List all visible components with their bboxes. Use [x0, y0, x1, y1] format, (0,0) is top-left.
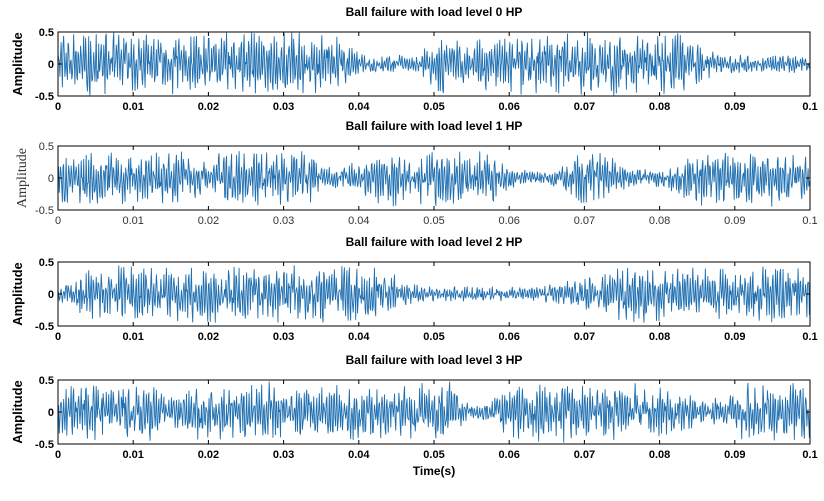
- x-tick-label: 0.07: [574, 449, 595, 461]
- x-tick-label: 0.08: [649, 449, 670, 461]
- x-tick-label: 0.06: [498, 331, 519, 343]
- x-tick-label: 0.1: [802, 101, 817, 113]
- x-tick-label: 0.02: [198, 101, 219, 113]
- x-tick-label: 0.05: [423, 449, 444, 461]
- x-tick-label: 0.02: [198, 331, 219, 343]
- y-axis-label: Amplitude: [15, 148, 30, 208]
- y-tick-label: 0: [48, 289, 54, 301]
- x-tick-label: 0.08: [649, 101, 670, 113]
- x-tick-label: 0.03: [273, 101, 294, 113]
- x-tick-label: 0.09: [724, 101, 745, 113]
- x-tick-label: 0.05: [423, 215, 444, 227]
- y-tick-label: 0: [48, 173, 54, 185]
- y-tick-label: 0: [48, 59, 54, 71]
- y-tick-label: 0.5: [39, 257, 54, 269]
- x-tick-label: 0.02: [198, 215, 219, 227]
- subplot-0: Ball failure with load level 0 HP Amplitu…: [10, 5, 818, 113]
- y-tick-label: -0.5: [35, 439, 54, 451]
- signal-line: [57, 265, 811, 323]
- subplot-3: Ball failure with load level 3 HP Amplitu…: [10, 353, 818, 478]
- x-tick-label: 0.04: [348, 215, 369, 227]
- x-tick-label: 0.03: [273, 449, 294, 461]
- x-tick-label: 0.05: [423, 331, 444, 343]
- x-tick-label: 0.05: [423, 101, 444, 113]
- x-tick-label: 0.1: [802, 331, 817, 343]
- signal-line: [57, 381, 811, 443]
- x-tick-label: 0.02: [198, 449, 219, 461]
- x-tick-label: 0.01: [122, 331, 143, 343]
- x-tick-label: 0.08: [649, 215, 670, 227]
- x-tick-label: 0: [55, 331, 61, 343]
- x-tick-label: 0: [55, 449, 61, 461]
- x-tick-label: 0.04: [348, 331, 370, 343]
- subplot-1: Ball failure with load level 1 HP Amplitu…: [15, 119, 818, 227]
- y-tick-label: -0.5: [35, 321, 54, 333]
- x-tick-label: 0.09: [724, 449, 745, 461]
- y-axis-label: Amplitude: [10, 32, 25, 96]
- x-tick-label: 0.09: [724, 331, 745, 343]
- x-tick-label: 0.1: [802, 449, 817, 461]
- x-tick-label: 0.06: [498, 449, 519, 461]
- x-tick-label: 0.1: [802, 215, 817, 227]
- x-tick-label: 0.03: [273, 331, 294, 343]
- y-tick-label: 0: [48, 407, 54, 419]
- x-axis-label: Time(s): [413, 464, 455, 478]
- x-tick-label: 0.04: [348, 449, 370, 461]
- x-tick-label: 0.01: [122, 101, 143, 113]
- subplot-title: Ball failure with load level 2 HP: [346, 235, 523, 249]
- x-tick-label: 0.03: [273, 215, 294, 227]
- x-tick-label: 0.04: [348, 101, 370, 113]
- x-tick-label: 0.09: [724, 215, 745, 227]
- subplot-title: Ball failure with load level 1 HP: [346, 119, 523, 133]
- x-tick-label: 0.08: [649, 331, 670, 343]
- x-tick-label: 0.06: [498, 215, 519, 227]
- subplot-2: Ball failure with load level 2 HP Amplitu…: [10, 235, 818, 343]
- x-tick-label: 0: [55, 215, 61, 227]
- y-tick-label: -0.5: [35, 205, 54, 217]
- y-tick-label: 0.5: [39, 141, 54, 153]
- y-tick-label: -0.5: [35, 91, 54, 103]
- x-tick-label: 0.07: [574, 215, 595, 227]
- x-tick-label: 0.01: [122, 215, 143, 227]
- y-tick-label: 0.5: [39, 375, 54, 387]
- signal-line: [57, 32, 811, 96]
- x-tick-label: 0: [55, 101, 61, 113]
- x-tick-label: 0.01: [122, 449, 143, 461]
- signal-line: [57, 151, 811, 207]
- y-axis-label: Amplitude: [10, 380, 25, 444]
- x-tick-label: 0.06: [498, 101, 519, 113]
- y-tick-label: 0.5: [39, 27, 54, 39]
- y-axis-label: Amplitude: [10, 262, 25, 326]
- x-tick-label: 0.07: [574, 101, 595, 113]
- subplot-title: Ball failure with load level 3 HP: [346, 353, 523, 367]
- subplot-title: Ball failure with load level 0 HP: [346, 5, 523, 19]
- x-tick-label: 0.07: [574, 331, 595, 343]
